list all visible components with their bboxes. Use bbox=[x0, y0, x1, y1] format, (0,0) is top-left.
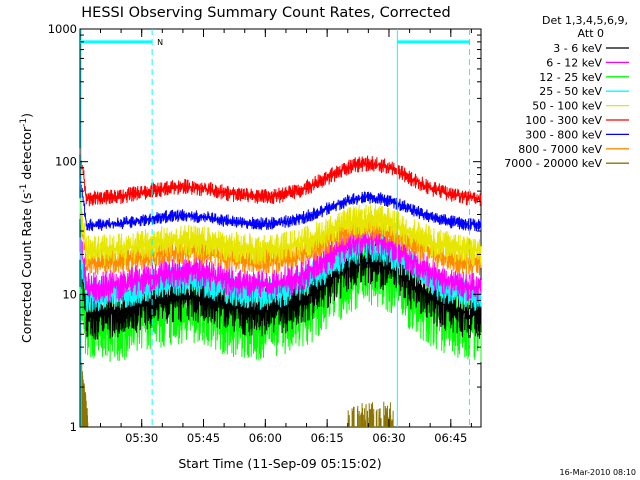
y-axis: 1 10 100 1000 bbox=[48, 22, 481, 434]
x-tick-label-05-45: 05:45 bbox=[187, 431, 220, 445]
legend-label-7000-20000-kev: 7000 - 20000 keV bbox=[504, 157, 602, 170]
series-6-12-kev bbox=[79, 223, 482, 304]
timestamp: 16-Mar-2010 08:10 bbox=[560, 468, 637, 477]
legend-label-50-100-kev: 50 - 100 keV bbox=[532, 100, 602, 113]
y-axis-label-exponent-2: -1 bbox=[19, 118, 29, 127]
series-50-100-kev bbox=[79, 198, 482, 267]
legend-label-25-50-kev: 25 - 50 keV bbox=[539, 85, 602, 98]
series-100-300-kev bbox=[79, 148, 482, 207]
y-axis-label-middle: detector bbox=[19, 126, 34, 184]
flag-layer: N bbox=[80, 29, 470, 427]
legend-label-300-800-kev: 300 - 800 keV bbox=[525, 128, 602, 141]
legend-label-100-300-kev: 100 - 300 keV bbox=[525, 114, 602, 127]
legend-label-12-25-kev: 12 - 25 keV bbox=[539, 71, 602, 84]
legend-label-3-6-kev: 3 - 6 keV bbox=[553, 42, 602, 55]
series-300-800-kev bbox=[79, 178, 482, 232]
legend-header-line-1: Det 1,3,4,5,6,9, bbox=[542, 14, 628, 27]
x-axis: 05:30 05:45 06:00 06:15 06:30 06:45 bbox=[99, 29, 472, 445]
x-tick-label-05-30: 05:30 bbox=[125, 431, 158, 445]
y-tick-label-1: 1 bbox=[70, 420, 77, 434]
flag-label-n: N bbox=[157, 38, 163, 47]
legend-header-line-2: Att 0 bbox=[578, 27, 604, 40]
y-axis-label-close: ) bbox=[19, 113, 34, 118]
y-axis-label-exponent-1: -1 bbox=[19, 184, 29, 193]
y-tick-label-10: 10 bbox=[62, 287, 77, 301]
chart-title: HESSI Observing Summary Count Rates, Cor… bbox=[81, 5, 450, 21]
legend-label-6-12-kev: 6 - 12 keV bbox=[546, 56, 602, 69]
x-tick-label-06-45: 06:45 bbox=[434, 431, 467, 445]
x-tick-label-06-15: 06:15 bbox=[311, 431, 344, 445]
series-7000-20000-kev bbox=[80, 362, 394, 427]
legend-label-800-7000-kev: 800 - 7000 keV bbox=[518, 143, 602, 156]
y-tick-label-100: 100 bbox=[55, 155, 77, 169]
y-tick-label-1000: 1000 bbox=[48, 22, 77, 36]
y-axis-label-main: Corrected Count Rate (s bbox=[19, 193, 34, 343]
plot-area: N bbox=[79, 28, 482, 428]
x-axis-label: Start Time (11-Sep-09 05:15:02) bbox=[178, 456, 381, 471]
x-tick-label-06-30: 06:30 bbox=[372, 431, 405, 445]
x-tick-label-06-00: 06:00 bbox=[249, 431, 282, 445]
series-layer bbox=[79, 148, 482, 427]
y-axis-label: Corrected Count Rate (s-1 detector-1) bbox=[19, 113, 34, 343]
